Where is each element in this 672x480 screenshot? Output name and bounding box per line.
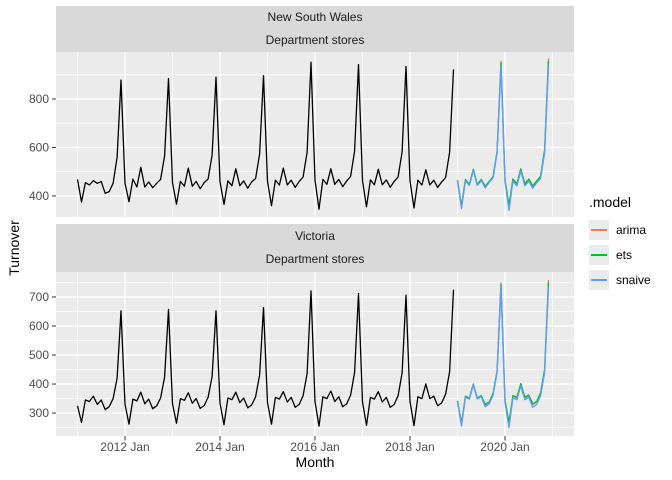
facet-subtitle: Department stores bbox=[265, 33, 365, 47]
y-tick-label: 300 bbox=[29, 406, 49, 420]
y-tick-label: 400 bbox=[29, 189, 49, 203]
facet-strip-new-south-wales: New South Wales Department stores bbox=[56, 6, 574, 52]
legend-entry-snaive: snaive bbox=[589, 270, 651, 290]
x-tick-label: 2012 Jan bbox=[100, 440, 149, 454]
legend-title: .model bbox=[589, 194, 632, 210]
legend: .model arima ets snaive bbox=[589, 194, 651, 295]
x-tick-label: 2018 Jan bbox=[385, 440, 434, 454]
x-tick-label: 2014 Jan bbox=[195, 440, 244, 454]
y-tick-label: 600 bbox=[29, 140, 49, 154]
legend-keyline-icon bbox=[591, 279, 607, 281]
facet-title: New South Wales bbox=[267, 10, 363, 24]
series-forecast-snaive bbox=[456, 65, 550, 212]
y-tick-label: 700 bbox=[29, 290, 49, 304]
y-tick-label: 600 bbox=[29, 319, 49, 333]
facet-title: Victoria bbox=[295, 229, 335, 243]
legend-label-arima: arima bbox=[616, 223, 647, 237]
legend-keyline-icon bbox=[591, 254, 607, 256]
y-tick-label: 800 bbox=[29, 92, 49, 106]
legend-key-ets bbox=[589, 245, 609, 265]
series-history bbox=[76, 61, 455, 210]
y-axis-title: Turnover bbox=[6, 220, 22, 276]
legend-entry-ets: ets bbox=[589, 245, 651, 265]
legend-entry-arima: arima bbox=[589, 220, 651, 240]
facet-strip-victoria: Victoria Department stores bbox=[56, 224, 574, 272]
facet-subtitle: Department stores bbox=[265, 252, 365, 266]
legend-key-arima bbox=[589, 220, 609, 240]
series-history bbox=[76, 289, 455, 427]
x-tick-label: 2020 Jan bbox=[480, 440, 529, 454]
x-axis-title: Month bbox=[295, 454, 335, 470]
series-forecast-snaive bbox=[456, 286, 550, 429]
legend-label-ets: ets bbox=[616, 248, 633, 262]
y-tick-label: 500 bbox=[29, 348, 49, 362]
legend-label-snaive: snaive bbox=[616, 273, 651, 287]
y-tick-label: 400 bbox=[29, 377, 49, 391]
legend-key-snaive bbox=[589, 270, 609, 290]
legend-keyline-icon bbox=[591, 229, 607, 231]
x-tick-label: 2016 Jan bbox=[290, 440, 339, 454]
